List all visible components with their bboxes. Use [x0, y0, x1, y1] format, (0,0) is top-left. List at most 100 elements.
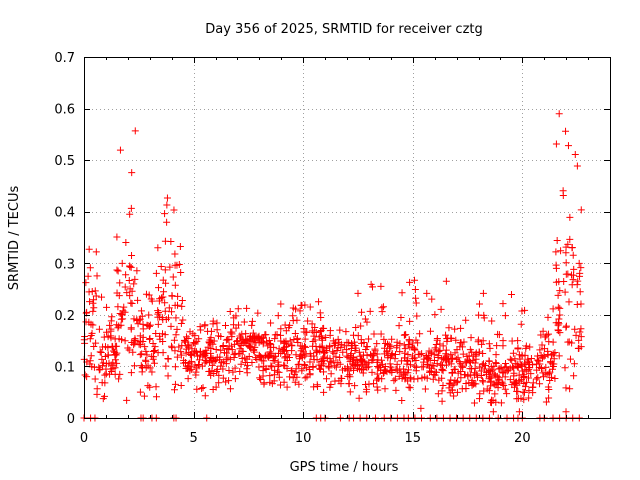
data-point — [115, 322, 123, 330]
data-point — [109, 365, 117, 373]
data-point — [136, 351, 144, 359]
data-point — [470, 371, 478, 379]
data-point — [359, 357, 367, 365]
data-point — [412, 294, 420, 302]
data-point — [235, 321, 243, 329]
data-point — [515, 378, 523, 386]
data-point — [438, 387, 446, 395]
data-point — [292, 351, 300, 359]
data-point — [201, 350, 209, 358]
data-point — [152, 269, 160, 277]
data-point — [170, 336, 178, 344]
data-point — [141, 343, 149, 351]
data-point — [267, 362, 275, 370]
data-point — [134, 320, 142, 328]
data-point — [126, 285, 134, 293]
data-point — [495, 331, 503, 339]
data-point — [536, 360, 544, 368]
data-point — [144, 322, 152, 330]
data-point — [316, 347, 324, 355]
data-point — [495, 376, 503, 384]
data-point — [178, 302, 186, 310]
data-point — [238, 354, 246, 362]
data-point — [577, 300, 585, 308]
data-point — [436, 340, 444, 348]
data-point — [488, 317, 496, 325]
data-point — [416, 330, 424, 338]
data-point — [207, 371, 215, 379]
data-point — [392, 386, 400, 394]
data-point — [231, 364, 239, 372]
data-point — [86, 335, 94, 343]
data-point — [438, 397, 446, 405]
data-point — [203, 357, 211, 365]
data-point — [485, 367, 493, 375]
data-point — [539, 373, 547, 381]
data-point — [320, 349, 328, 357]
data-point — [402, 373, 410, 381]
data-point — [168, 308, 176, 316]
data-point — [243, 361, 251, 369]
data-point — [571, 151, 579, 159]
data-point — [303, 373, 311, 381]
data-point — [557, 247, 565, 255]
data-point — [485, 340, 493, 348]
data-point — [316, 309, 324, 317]
data-point — [271, 366, 279, 374]
data-point — [352, 323, 360, 331]
data-point — [270, 354, 278, 362]
data-point — [411, 276, 419, 284]
data-point — [532, 375, 540, 383]
data-point — [90, 342, 98, 350]
data-point — [127, 204, 135, 212]
data-point — [186, 328, 194, 336]
data-point — [476, 300, 484, 308]
data-point — [256, 335, 264, 343]
data-point — [116, 370, 124, 378]
y-tick-label: 0.3 — [54, 257, 75, 272]
data-point — [308, 320, 316, 328]
data-point — [197, 326, 205, 334]
data-point — [566, 355, 574, 363]
data-point — [171, 347, 179, 355]
data-point — [322, 334, 330, 342]
data-point — [89, 299, 97, 307]
data-point — [491, 390, 499, 398]
data-point — [442, 352, 450, 360]
data-point — [576, 328, 584, 336]
data-point — [309, 362, 317, 370]
data-point — [298, 365, 306, 373]
data-point — [447, 334, 455, 342]
y-tick-label: 0.7 — [54, 51, 75, 66]
data-point — [486, 344, 494, 352]
data-point — [435, 376, 443, 384]
data-point — [393, 342, 401, 350]
data-point — [423, 360, 431, 368]
data-point — [404, 350, 412, 358]
y-tick-label: 0.2 — [54, 309, 75, 324]
data-point — [316, 365, 324, 373]
data-point — [514, 388, 522, 396]
data-point — [320, 388, 328, 396]
data-point — [95, 325, 103, 333]
data-point — [86, 357, 94, 365]
data-point — [249, 329, 257, 337]
data-point — [177, 348, 185, 356]
data-point — [454, 354, 462, 362]
data-point — [306, 358, 314, 366]
data-point — [292, 368, 300, 376]
data-point — [161, 210, 169, 218]
data-point — [351, 382, 359, 390]
data-point — [417, 404, 425, 412]
data-point — [357, 336, 365, 344]
data-point — [107, 317, 115, 325]
data-point — [301, 374, 309, 382]
x-tick-label: 0 — [80, 431, 88, 446]
data-point — [213, 326, 221, 334]
data-point — [576, 272, 584, 280]
data-point — [175, 260, 183, 268]
data-point — [451, 325, 459, 333]
data-point — [508, 337, 516, 345]
data-point — [562, 322, 570, 330]
data-point — [118, 336, 126, 344]
